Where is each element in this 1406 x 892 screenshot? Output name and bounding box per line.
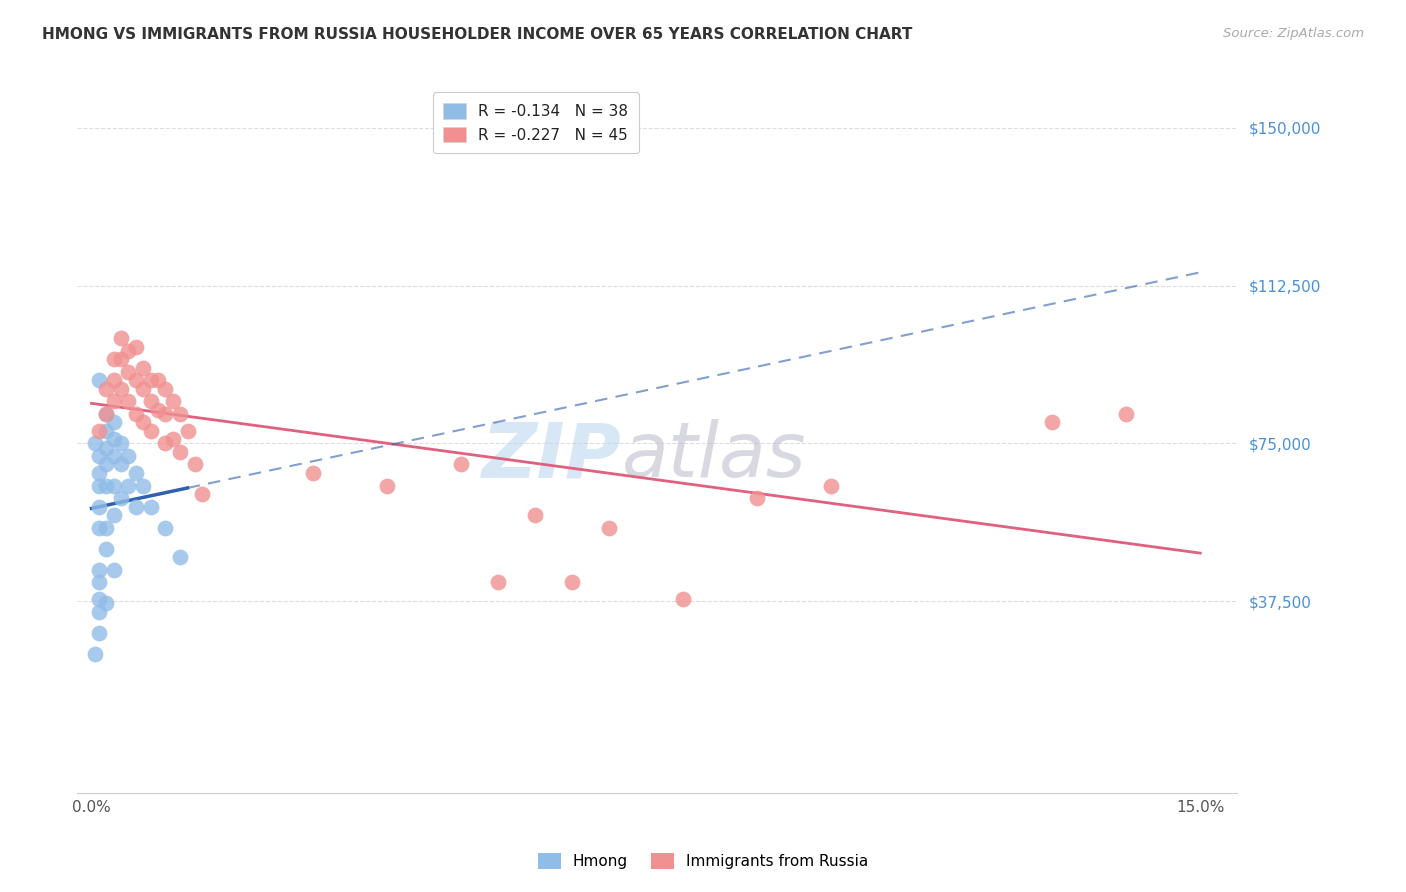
Point [110, 382, 132, 396]
Point [1115, 407, 1137, 421]
Point [110, 458, 132, 472]
Point [84, 647, 107, 661]
Point [169, 549, 191, 564]
Point [125, 373, 148, 387]
Point [132, 416, 155, 430]
Point [103, 563, 125, 577]
Point [524, 508, 547, 522]
Point [96, 441, 118, 455]
Point [155, 407, 177, 421]
Point [125, 466, 148, 480]
Text: Source: ZipAtlas.com: Source: ZipAtlas.com [1223, 27, 1364, 40]
Point [103, 416, 125, 430]
Point [672, 592, 695, 607]
Point [184, 458, 207, 472]
Point [169, 445, 191, 459]
Point [132, 382, 155, 396]
Legend: Hmong, Immigrants from Russia: Hmong, Immigrants from Russia [531, 847, 875, 875]
Point [146, 373, 169, 387]
Point [139, 373, 162, 387]
Point [375, 478, 398, 492]
Point [155, 520, 177, 534]
Point [96, 541, 118, 556]
Point [96, 596, 118, 610]
Point [598, 520, 620, 534]
Point [87, 605, 110, 619]
Point [84, 436, 107, 450]
Point [103, 508, 125, 522]
Point [110, 491, 132, 505]
Point [87, 575, 110, 590]
Point [96, 478, 118, 492]
Text: atlas: atlas [623, 419, 807, 493]
Point [162, 394, 184, 409]
Point [139, 424, 162, 438]
Point [87, 520, 110, 534]
Point [820, 478, 842, 492]
Point [87, 625, 110, 640]
Point [87, 373, 110, 387]
Point [87, 449, 110, 463]
Legend: R = -0.134   N = 38, R = -0.227   N = 45: R = -0.134 N = 38, R = -0.227 N = 45 [433, 92, 640, 153]
Point [561, 575, 583, 590]
Point [117, 343, 139, 358]
Point [132, 360, 155, 375]
Point [96, 382, 118, 396]
Point [96, 407, 118, 421]
Point [110, 436, 132, 450]
Point [162, 432, 184, 446]
Point [155, 382, 177, 396]
Point [139, 500, 162, 514]
Point [169, 407, 191, 421]
Point [450, 458, 472, 472]
Point [110, 331, 132, 345]
Point [87, 592, 110, 607]
Point [486, 575, 509, 590]
Point [125, 407, 148, 421]
Point [125, 340, 148, 354]
Point [191, 487, 214, 501]
Point [745, 491, 768, 505]
Point [117, 394, 139, 409]
Point [117, 449, 139, 463]
Point [132, 478, 155, 492]
Point [139, 394, 162, 409]
Point [96, 424, 118, 438]
Point [87, 500, 110, 514]
Point [302, 466, 325, 480]
Point [103, 394, 125, 409]
Point [96, 407, 118, 421]
Point [103, 373, 125, 387]
Point [103, 432, 125, 446]
Point [176, 424, 198, 438]
Text: ZIP: ZIP [482, 419, 623, 493]
Point [87, 478, 110, 492]
Point [87, 563, 110, 577]
Point [117, 365, 139, 379]
Point [1042, 416, 1064, 430]
Point [87, 466, 110, 480]
Point [103, 478, 125, 492]
Point [87, 424, 110, 438]
Point [96, 520, 118, 534]
Point [96, 458, 118, 472]
Point [146, 402, 169, 417]
Point [103, 449, 125, 463]
Text: HMONG VS IMMIGRANTS FROM RUSSIA HOUSEHOLDER INCOME OVER 65 YEARS CORRELATION CHA: HMONG VS IMMIGRANTS FROM RUSSIA HOUSEHOL… [42, 27, 912, 42]
Point [117, 478, 139, 492]
Point [103, 352, 125, 367]
Point [125, 500, 148, 514]
Point [110, 352, 132, 367]
Point [155, 436, 177, 450]
